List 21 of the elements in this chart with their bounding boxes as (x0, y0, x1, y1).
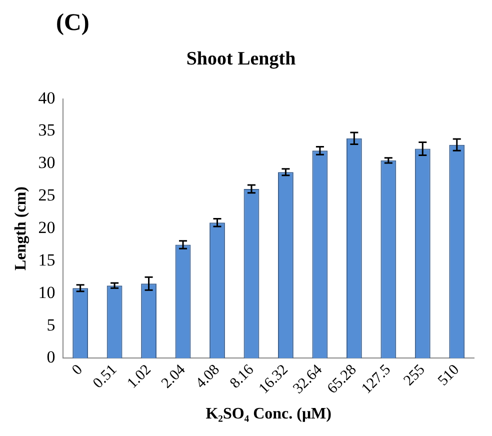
y-tick-label: 0 (46, 348, 56, 367)
y-tick-label: 30 (38, 153, 56, 172)
y-tick-label: 5 (46, 315, 56, 334)
x-tick-label: 8.16 (227, 362, 258, 392)
x-tick-label: 0.51 (90, 362, 120, 392)
text: (C) (56, 10, 90, 37)
x-tick-label: 1.02 (124, 362, 154, 392)
y-tick-label: 25 (38, 186, 56, 205)
y-tick-label: 40 (38, 88, 56, 108)
x-tick-label: 4.08 (192, 362, 223, 392)
y-tick-label: 35 (38, 120, 56, 140)
x-axis-title: K₂SO₄ Conc. (μM) (206, 406, 332, 423)
y-tick-label: 15 (38, 250, 56, 270)
chart-title: Shoot Length (186, 48, 296, 70)
x-tick-label: 255 (401, 362, 428, 390)
x-tick-label: 510 (435, 362, 462, 390)
x-tick-label: 0 (69, 362, 86, 378)
y-tick-label: 20 (38, 218, 56, 237)
x-tick-label: 2.04 (158, 362, 189, 392)
y-axis-title: Length (cm) (12, 186, 30, 270)
y-tick-label: 10 (38, 282, 56, 302)
